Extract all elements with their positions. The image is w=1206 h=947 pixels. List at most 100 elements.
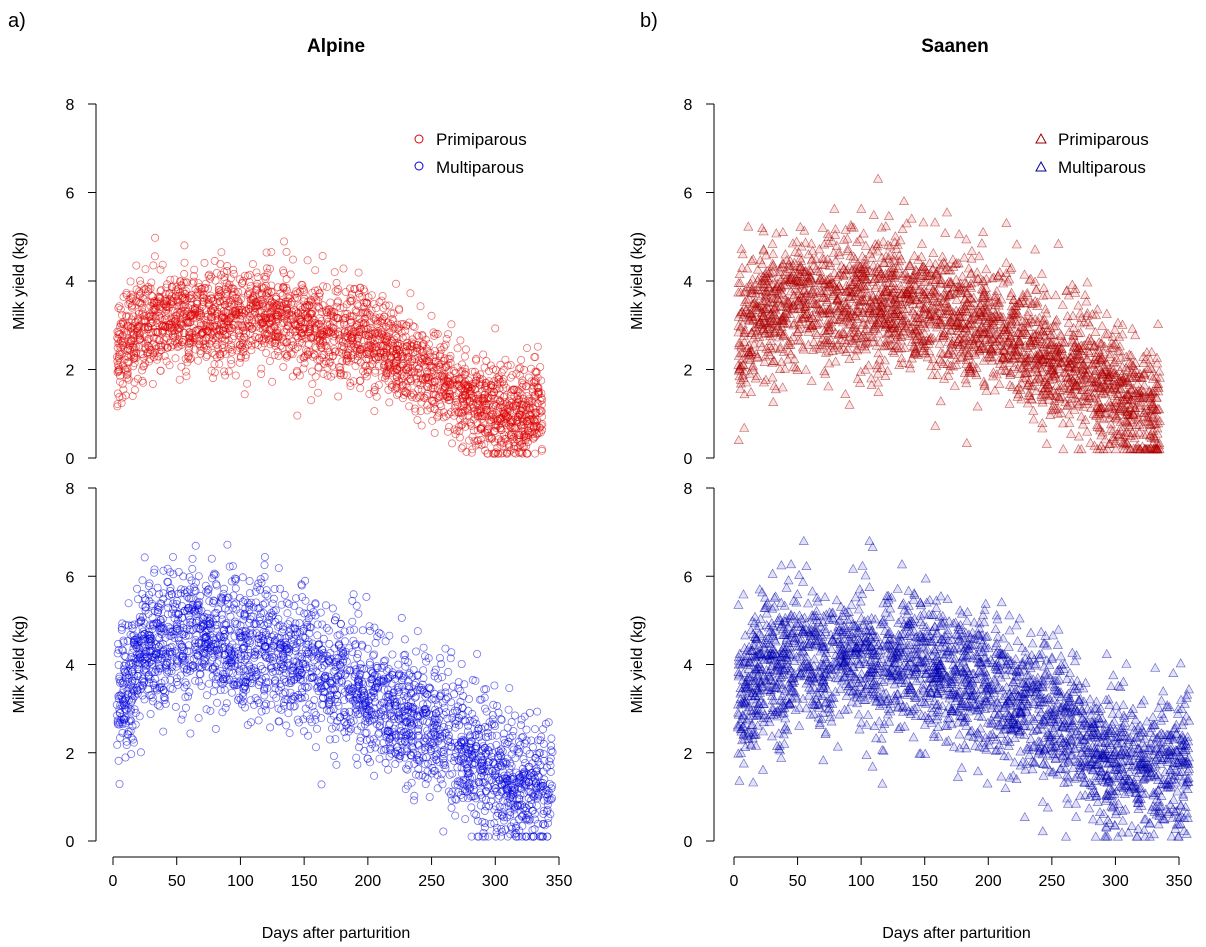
point-multiparous xyxy=(461,815,470,824)
point-primiparous xyxy=(428,416,437,425)
point-multiparous xyxy=(509,727,518,736)
point-multiparous xyxy=(546,767,555,776)
title-saanen: Saanen xyxy=(921,36,989,57)
point-multiparous xyxy=(231,584,240,593)
point-multiparous xyxy=(136,748,145,757)
point-multiparous xyxy=(138,590,147,599)
point-multiparous xyxy=(213,698,222,707)
point-multiparous xyxy=(457,660,466,669)
point-multiparous xyxy=(496,832,505,841)
point-multiparous xyxy=(188,554,197,563)
point-primiparous xyxy=(339,264,348,273)
point-primiparous xyxy=(288,255,297,264)
point-multiparous xyxy=(284,709,293,718)
point-primiparous xyxy=(537,446,546,455)
point-multiparous xyxy=(370,771,379,780)
point-multiparous xyxy=(438,780,447,789)
point-multiparous xyxy=(504,705,513,714)
point-multiparous xyxy=(480,806,489,815)
point-multiparous xyxy=(188,564,197,573)
point-primiparous xyxy=(346,294,355,303)
point-primiparous xyxy=(491,324,500,333)
point-primiparous xyxy=(279,362,288,371)
point-multiparous xyxy=(522,725,531,734)
point-primiparous xyxy=(151,233,160,242)
point-primiparous xyxy=(240,390,249,399)
point-primiparous xyxy=(356,384,365,393)
point-multiparous xyxy=(475,695,484,704)
point-multiparous xyxy=(433,784,442,793)
point-multiparous xyxy=(268,599,277,608)
point-primiparous xyxy=(248,260,257,269)
point-multiparous xyxy=(510,711,519,720)
point-primiparous xyxy=(128,392,137,401)
point-primiparous xyxy=(262,272,271,281)
point-primiparous xyxy=(479,350,488,359)
point-primiparous xyxy=(167,342,176,351)
point-primiparous xyxy=(280,237,289,246)
point-primiparous xyxy=(402,321,411,330)
point-primiparous xyxy=(149,261,158,270)
point-primiparous xyxy=(208,348,217,357)
point-multiparous xyxy=(194,572,203,581)
point-primiparous xyxy=(283,293,292,302)
point-multiparous xyxy=(333,631,342,640)
point-multiparous xyxy=(353,726,362,735)
point-multiparous xyxy=(318,693,327,702)
point-primiparous xyxy=(405,402,414,411)
point-primiparous xyxy=(266,264,275,273)
point-primiparous xyxy=(457,444,466,453)
panel-label-a: a) xyxy=(8,10,26,32)
point-primiparous xyxy=(293,411,302,420)
point-primiparous xyxy=(314,363,323,372)
panel-label-b: b) xyxy=(640,10,658,32)
point-primiparous xyxy=(472,354,481,363)
point-primiparous xyxy=(517,355,526,364)
point-primiparous xyxy=(319,282,328,291)
point-primiparous xyxy=(448,439,457,448)
point-primiparous xyxy=(482,356,491,365)
point-primiparous xyxy=(180,241,189,250)
point-multiparous xyxy=(490,681,499,690)
point-primiparous xyxy=(286,270,295,279)
point-multiparous xyxy=(283,609,292,618)
point-multiparous xyxy=(191,541,200,550)
point-multiparous xyxy=(254,716,263,725)
point-multiparous xyxy=(280,590,289,599)
point-multiparous xyxy=(541,719,550,728)
point-primiparous xyxy=(356,376,365,385)
point-primiparous xyxy=(171,354,180,363)
point-primiparous xyxy=(330,369,339,378)
point-multiparous xyxy=(325,735,334,744)
point-multiparous xyxy=(304,731,313,740)
point-primiparous xyxy=(533,342,542,351)
point-primiparous xyxy=(391,279,400,288)
point-multiparous xyxy=(437,770,446,779)
point-multiparous xyxy=(186,729,195,738)
point-primiparous xyxy=(180,269,189,278)
point-primiparous xyxy=(406,289,415,298)
point-primiparous xyxy=(217,248,226,257)
point-multiparous xyxy=(362,592,371,601)
point-multiparous xyxy=(227,688,236,697)
point-multiparous xyxy=(473,650,482,659)
point-primiparous xyxy=(313,388,322,397)
point-multiparous xyxy=(202,691,211,700)
point-primiparous xyxy=(430,428,439,437)
point-multiparous xyxy=(447,803,456,812)
point-multiparous xyxy=(441,683,450,692)
point-primiparous xyxy=(462,447,471,456)
point-multiparous xyxy=(206,706,215,715)
point-multiparous xyxy=(451,811,460,820)
point-multiparous xyxy=(328,604,337,613)
point-primiparous xyxy=(148,379,157,388)
point-primiparous xyxy=(537,445,546,454)
point-multiparous xyxy=(413,627,422,636)
point-primiparous xyxy=(460,352,469,361)
point-primiparous xyxy=(288,372,297,381)
point-multiparous xyxy=(348,617,357,626)
point-multiparous xyxy=(371,638,380,647)
point-multiparous xyxy=(385,631,394,640)
point-multiparous xyxy=(124,599,133,608)
